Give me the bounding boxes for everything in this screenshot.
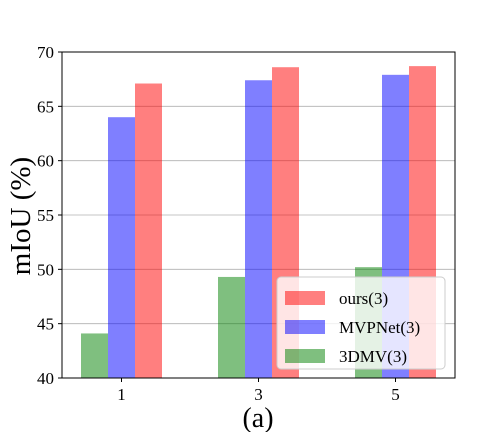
x-tick-label: 5 — [391, 385, 400, 404]
y-tick-label: 70 — [37, 43, 54, 62]
legend-swatch — [285, 291, 325, 305]
bar-mvpnet3-3 — [245, 80, 272, 379]
x-tick-label: 3 — [254, 385, 263, 404]
y-tick-label: 45 — [37, 315, 54, 334]
legend-label: 3DMV(3) — [339, 347, 407, 366]
legend-swatch — [285, 349, 325, 363]
y-tick-label: 55 — [37, 206, 54, 225]
x-axis-label: (a) — [242, 403, 273, 432]
legend-label: ours(3) — [339, 289, 388, 308]
bar-3dmv3-1 — [81, 333, 108, 378]
y-tick-label: 50 — [37, 260, 54, 279]
legend-swatch — [285, 320, 325, 334]
x-axis: 1 3 5 — [117, 378, 400, 404]
y-axis: 40 45 50 55 60 65 70 — [37, 43, 62, 388]
bar-mvpnet3-1 — [108, 117, 135, 378]
y-axis-label: mIoU (%) — [5, 157, 37, 275]
legend-label: MVPNet(3) — [339, 318, 420, 337]
legend: ours(3) MVPNet(3) 3DMV(3) — [276, 276, 446, 370]
y-tick-label: 40 — [37, 369, 54, 388]
y-tick-label: 60 — [37, 152, 54, 171]
bar-3dmv3-3 — [218, 276, 245, 378]
bar-ours3-1 — [135, 83, 162, 378]
x-tick-label: 1 — [117, 385, 126, 404]
y-tick-label: 65 — [37, 97, 54, 116]
